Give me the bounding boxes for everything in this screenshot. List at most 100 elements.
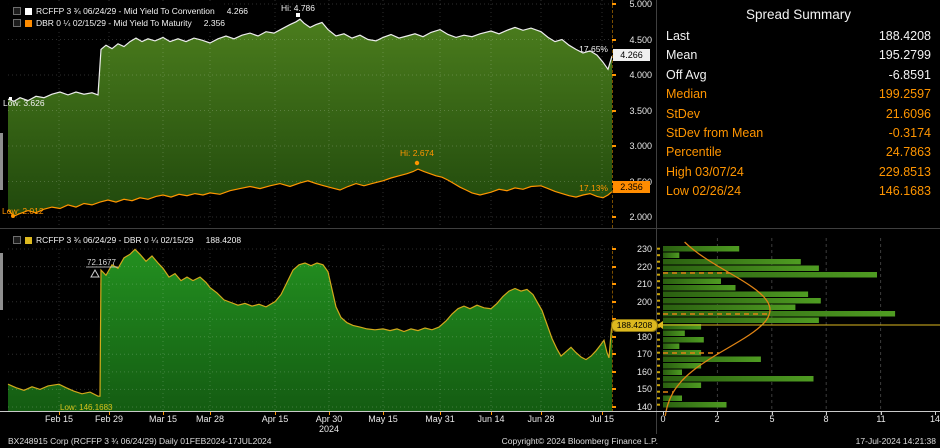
summary-value: 188.4208 <box>878 29 931 43</box>
summary-row-low-02-26-24: Low 02/26/24 146.1683 <box>666 182 931 201</box>
copyright-text: Copyright© 2024 Bloomberg Finance L.P. <box>501 436 658 446</box>
x-axis-label: Jun 28 <box>527 414 555 424</box>
summary-row-stdev-from-mean: StDev from Mean -0.3174 <box>666 124 931 143</box>
svg-text:Low: 3.626: Low: 3.626 <box>3 98 45 108</box>
percentile-label: 17.13% <box>579 183 608 193</box>
legend-row-rcffp[interactable]: RCFFP 3 ¾ 06/24/29 - Mid Yield To Conven… <box>13 5 248 17</box>
spread-area <box>8 249 612 411</box>
spread-distribution-chart[interactable] <box>656 230 940 430</box>
legend-row-spread[interactable]: RCFFP 3 ¾ 06/24/29 - DBR 0 ¼ 02/15/29 18… <box>13 234 241 246</box>
legend-hide-toggle-icon[interactable] <box>13 19 21 27</box>
x-axis-label: May 31 <box>425 414 455 424</box>
summary-row-median: Median 199.2597 <box>666 85 931 104</box>
percentile-label: 17.65% <box>579 44 608 54</box>
legend-row-dbr[interactable]: DBR 0 ¼ 02/15/29 - Mid Yield To Maturity… <box>13 17 225 29</box>
x-axis-year-label: 2024 <box>318 424 340 434</box>
summary-label: Last <box>666 29 690 43</box>
summary-row-percentile: Percentile 24.7863 <box>666 143 931 162</box>
high-marker <box>414 160 420 166</box>
summary-label: Median <box>666 87 707 102</box>
low-marker <box>11 214 15 218</box>
spread-summary-title: Spread Summary <box>745 7 852 22</box>
security-descriptor: BX248915 Corp (RCFFP 3 ¾ 06/24/29) Daily… <box>8 436 272 446</box>
summary-label: Off Avg <box>666 67 707 82</box>
last-value-badge-rcffp: 4.266 <box>613 49 650 61</box>
summary-label: StDev <box>666 106 701 121</box>
x-axis-label: Apr 15 <box>261 414 289 424</box>
yield-chart[interactable]: Hi: 4.786 Low: 3.626 Hi: 2.674 Low: 2.01… <box>0 0 656 228</box>
last-value-badge-dbr: 2.356 <box>613 181 650 193</box>
histogram-bars <box>656 246 896 408</box>
summary-value: -0.3174 <box>888 126 931 141</box>
dbr-yield-line <box>7 168 613 217</box>
spread-summary-panel: Spread Summary Last 188.4208 Mean 195.2799 O… <box>657 0 940 229</box>
x-axis-label: May 15 <box>368 414 398 424</box>
x-axis-label: Apr 30 <box>315 414 343 424</box>
low-annotation: Low: 146.1683 <box>60 403 113 412</box>
last-value-badge-spread: 188.4208 <box>611 319 658 332</box>
summary-label: StDev from Mean <box>666 126 764 141</box>
dbr-series-swatch <box>25 19 32 27</box>
legend-hide-toggle-icon[interactable] <box>13 7 21 15</box>
summary-label: Mean <box>666 48 698 63</box>
panel-divider-vertical <box>656 0 657 434</box>
summary-row-off-avg: Off Avg -6.8591 <box>666 66 931 85</box>
spread-chart[interactable]: 72.1677 Low: 146.1683 <box>0 229 656 415</box>
x-axis-label: Mar 28 <box>195 414 224 424</box>
track-marker-icon <box>90 268 100 278</box>
summary-label: High 03/07/24 <box>666 164 744 179</box>
summary-value: 21.6096 <box>885 106 931 121</box>
x-axis-label: Jun 14 <box>477 414 505 424</box>
dbr-series-value: 2.356 <box>203 18 226 28</box>
svg-text:Low: 2.012: Low: 2.012 <box>2 206 44 216</box>
chart-annotations: 72.1677 Low: 146.1683 <box>60 258 118 412</box>
normal-distribution-curve <box>664 241 771 417</box>
spread-series-swatch <box>25 236 32 244</box>
summary-value: -6.8591 <box>888 67 931 82</box>
summary-value: 24.7863 <box>885 145 931 160</box>
stdev-guides <box>663 272 770 393</box>
x-axis-label: Feb 15 <box>44 414 74 424</box>
summary-value: 146.1683 <box>878 184 931 199</box>
spread-series-label: RCFFP 3 ¾ 06/24/29 - DBR 0 ¼ 02/15/29 <box>36 235 194 245</box>
yield-chart-panel[interactable]: Hi: 4.786 Low: 3.626 Hi: 2.674 Low: 2.01… <box>0 0 656 228</box>
spread-histogram-panel[interactable] <box>656 230 940 430</box>
rcffp-series-label: RCFFP 3 ¾ 06/24/29 - Mid Yield To Conven… <box>36 6 215 16</box>
rcffp-series-value: 4.266 <box>226 6 249 16</box>
panel-resize-handle[interactable] <box>0 253 3 310</box>
summary-label: Low 02/26/24 <box>666 184 742 199</box>
jump-annotation: 72.1677 <box>87 258 116 267</box>
spread-summary-rows: Last 188.4208 Mean 195.2799 Off Avg -6.8591 Me… <box>666 27 931 202</box>
summary-row-mean: Mean 195.2799 <box>666 46 931 65</box>
summary-row-high-03-07-24: High 03/07/24 229.8513 <box>666 163 931 182</box>
summary-value: 199.2597 <box>878 87 931 102</box>
low-marker <box>9 97 12 100</box>
rcffp-yield-line <box>7 18 613 102</box>
x-axis-label: Feb 29 <box>94 414 124 424</box>
summary-value: 229.8513 <box>878 164 931 179</box>
summary-row-last: Last 188.4208 <box>666 27 931 46</box>
timestamp: 17-Jul-2024 14:21:38 <box>855 436 936 446</box>
top-axis-spine <box>612 0 613 228</box>
chart-annotations: Hi: 4.786 Low: 3.626 Hi: 2.674 Low: 2.01… <box>2 3 608 218</box>
yield-legend: RCFFP 3 ¾ 06/24/29 - Mid Yield To Conven… <box>8 3 248 31</box>
svg-text:Hi: 2.674: Hi: 2.674 <box>400 148 434 158</box>
legend-hide-toggle-icon[interactable] <box>13 236 21 244</box>
svg-text:Hi: 4.786: Hi: 4.786 <box>281 3 315 13</box>
spread-legend: RCFFP 3 ¾ 06/24/29 - DBR 0 ¼ 02/15/29 18… <box>8 232 247 248</box>
spread-chart-panel[interactable]: 72.1677 Low: 146.1683 <box>0 229 656 415</box>
panel-resize-handle[interactable] <box>0 133 3 190</box>
x-axis-label: Jul 15 <box>589 414 615 424</box>
summary-label: Percentile <box>666 145 722 160</box>
spread-series-value: 188.4208 <box>205 235 242 245</box>
spread-line <box>7 248 613 397</box>
rcffp-series-swatch <box>25 7 32 15</box>
panel-divider-horizontal <box>0 228 940 229</box>
x-axis-line <box>0 411 940 412</box>
summary-row-stdev: StDev 21.6096 <box>666 105 931 124</box>
x-axis-label: Mar 15 <box>148 414 177 424</box>
yield-spread-area <box>8 19 612 217</box>
summary-value: 195.2799 <box>878 48 931 63</box>
dbr-series-label: DBR 0 ¼ 02/15/29 - Mid Yield To Maturity <box>36 18 192 28</box>
